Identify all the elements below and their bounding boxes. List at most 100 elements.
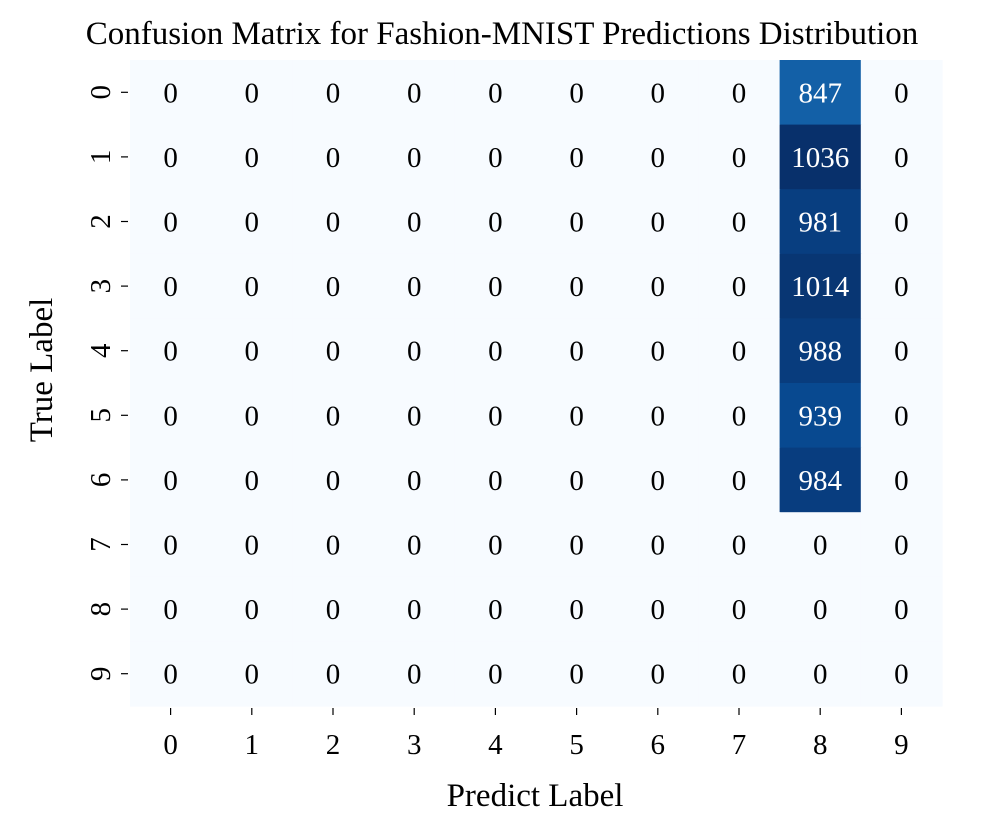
heatmap-cell-r8-c0 <box>130 576 212 642</box>
heatmap-cell-r1-c3 <box>373 124 456 190</box>
heatmap-cell-r1-c8 <box>779 124 862 190</box>
heatmap-cell-r9-c8 <box>779 641 862 707</box>
heatmap-cell-r7-c1 <box>211 512 293 578</box>
cell-value-label: 984 <box>798 465 842 497</box>
x-tick-label: 9 <box>894 729 909 761</box>
heatmap-cell-r2-c4 <box>454 189 537 255</box>
heatmap-cell-r4-c1 <box>211 318 293 384</box>
cell-value-label: 0 <box>894 400 909 432</box>
cell-value-label: 0 <box>488 400 503 432</box>
heatmap-cell-r8-c1 <box>211 576 293 642</box>
heatmap-cell-r0-c1 <box>211 60 293 126</box>
cell-value-label: 0 <box>569 659 584 691</box>
heatmap-cell-r3-c0 <box>130 253 212 319</box>
heatmap-cell-r9-c5 <box>536 641 618 707</box>
cell-value-label: 0 <box>569 400 584 432</box>
heatmap-cell-r7-c6 <box>617 512 699 578</box>
x-axis-label: Predict Label <box>447 778 624 814</box>
heatmap-cell-r3-c7 <box>698 253 781 319</box>
cell-value-label: 939 <box>798 400 842 432</box>
heatmap-cell-r2-c9 <box>860 189 943 255</box>
cell-value-label: 0 <box>813 530 828 562</box>
heatmap-cell-r5-c2 <box>292 383 375 449</box>
y-tick-label: 9 <box>85 666 117 681</box>
cell-value-label: 0 <box>326 465 341 497</box>
heatmap-cell-r8-c4 <box>454 576 537 642</box>
cell-value-label: 0 <box>407 465 422 497</box>
heatmap-cell-r4-c4 <box>454 318 537 384</box>
heatmap-cells <box>130 60 943 707</box>
heatmap-cell-r8-c7 <box>698 576 781 642</box>
heatmap-cell-r5-c8 <box>779 383 862 449</box>
cell-value-label: 0 <box>163 465 178 497</box>
heatmap-cell-r5-c1 <box>211 383 293 449</box>
y-tick-label: 5 <box>85 408 117 423</box>
cell-value-label: 0 <box>407 400 422 432</box>
cell-value-label: 0 <box>163 207 178 239</box>
y-axis-label: True Label <box>24 298 60 443</box>
cell-value-label: 0 <box>488 271 503 303</box>
x-tick-label: 8 <box>813 729 828 761</box>
cell-value-label: 0 <box>569 142 584 174</box>
cell-value-label: 0 <box>488 336 503 368</box>
cell-value-label: 0 <box>651 271 666 303</box>
y-tick-label: 0 <box>85 85 117 100</box>
cell-value-label: 0 <box>569 336 584 368</box>
cell-value-label: 0 <box>569 594 584 626</box>
heatmap-cell-r0-c5 <box>536 60 618 126</box>
cell-value-label: 0 <box>569 207 584 239</box>
y-tick-label: 1 <box>85 150 117 165</box>
heatmap-cell-r5-c7 <box>698 383 781 449</box>
heatmap-cell-r9-c2 <box>292 641 375 707</box>
cell-value-label: 0 <box>245 594 260 626</box>
cell-value-label: 0 <box>488 594 503 626</box>
cell-value-label: 988 <box>798 336 842 368</box>
cell-value-label: 0 <box>245 77 260 109</box>
heatmap-cell-r1-c7 <box>698 124 781 190</box>
cell-value-label: 0 <box>163 594 178 626</box>
heatmap-cell-r8-c2 <box>292 576 375 642</box>
heatmap-cell-r9-c6 <box>617 641 699 707</box>
y-tick-label: 7 <box>85 537 117 552</box>
cell-value-label: 0 <box>326 207 341 239</box>
heatmap-cell-r7-c9 <box>860 512 943 578</box>
x-tick-label: 1 <box>245 729 260 761</box>
heatmap-cell-r4-c9 <box>860 318 943 384</box>
heatmap-cell-r3-c4 <box>454 253 537 319</box>
cell-value-label: 0 <box>326 271 341 303</box>
heatmap-cell-r7-c8 <box>779 512 862 578</box>
cell-value-label: 0 <box>569 77 584 109</box>
cell-value-label: 0 <box>651 659 666 691</box>
heatmap-cell-r5-c6 <box>617 383 699 449</box>
heatmap-cell-r6-c2 <box>292 447 375 513</box>
cell-value-label: 0 <box>326 594 341 626</box>
cell-value-label: 0 <box>488 142 503 174</box>
heatmap-cell-r6-c3 <box>373 447 456 513</box>
y-tick-label: 4 <box>85 343 117 358</box>
heatmap-cell-r6-c0 <box>130 447 212 513</box>
heatmap-cell-r8-c6 <box>617 576 699 642</box>
heatmap-cell-r6-c4 <box>454 447 537 513</box>
x-axis: 0 1 2 3 4 5 6 7 8 9 <box>163 708 909 761</box>
heatmap-cell-r2-c0 <box>130 189 212 255</box>
cell-value-label: 0 <box>894 142 909 174</box>
heatmap-cell-r2-c7 <box>698 189 781 255</box>
cell-value-label: 981 <box>798 207 842 239</box>
cell-value-label: 0 <box>407 142 422 174</box>
heatmap-cell-r8-c5 <box>536 576 618 642</box>
heatmap-cell-r0-c4 <box>454 60 537 126</box>
cell-value-label: 0 <box>894 530 909 562</box>
cell-value-label: 1014 <box>791 271 850 303</box>
y-axis: 0 1 2 3 4 5 6 7 8 9 <box>85 85 128 681</box>
chart-title: Confusion Matrix for Fashion-MNIST Predi… <box>86 16 919 52</box>
y-tick-label: 6 <box>85 473 117 488</box>
cell-value-label: 0 <box>245 271 260 303</box>
y-tick-label: 3 <box>85 279 117 294</box>
heatmap-cell-r2-c5 <box>536 189 618 255</box>
heatmap-cell-r7-c2 <box>292 512 375 578</box>
heatmap-cell-r9-c4 <box>454 641 537 707</box>
cell-value-label: 0 <box>894 77 909 109</box>
cell-value-label: 0 <box>732 530 747 562</box>
cell-value-label: 0 <box>163 271 178 303</box>
